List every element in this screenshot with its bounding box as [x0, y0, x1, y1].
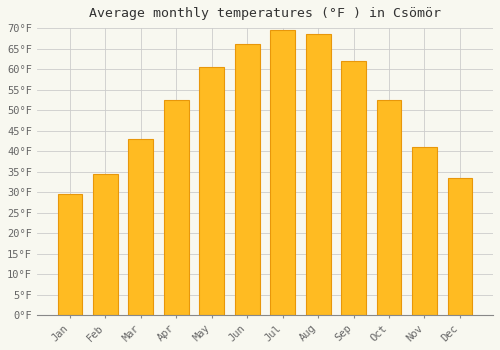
- Bar: [164, 100, 188, 315]
- Bar: [306, 34, 330, 315]
- Bar: [448, 178, 472, 315]
- Bar: [376, 100, 402, 315]
- Title: Average monthly temperatures (°F ) in Csömör: Average monthly temperatures (°F ) in Cs…: [89, 7, 441, 20]
- Bar: [412, 147, 437, 315]
- Bar: [93, 174, 118, 315]
- Bar: [200, 67, 224, 315]
- Bar: [58, 194, 82, 315]
- Bar: [128, 139, 154, 315]
- Bar: [341, 61, 366, 315]
- Bar: [235, 44, 260, 315]
- Bar: [270, 30, 295, 315]
